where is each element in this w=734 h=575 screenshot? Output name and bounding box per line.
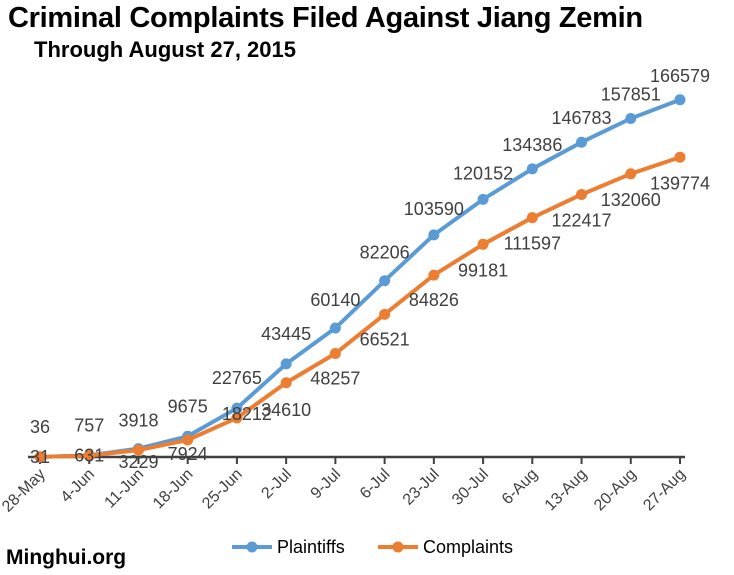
x-tick-label: 13-Aug xyxy=(542,466,591,515)
data-point xyxy=(280,358,292,370)
x-tick-label: 25-Jun xyxy=(199,466,246,513)
data-label: 631 xyxy=(74,446,104,466)
source-label: Minghui.org xyxy=(6,546,127,569)
data-point xyxy=(428,269,440,281)
data-label: 134386 xyxy=(502,135,562,155)
x-tick-label: 28-May xyxy=(0,466,49,516)
data-label: 3918 xyxy=(118,411,158,431)
legend-label-complaints: Complaints xyxy=(423,537,513,557)
data-point xyxy=(280,377,292,389)
data-label: 757 xyxy=(74,415,104,435)
x-tick-label: 20-Aug xyxy=(591,466,640,515)
data-point xyxy=(526,163,538,175)
data-point xyxy=(576,136,588,148)
data-point xyxy=(231,402,243,414)
x-tick-label: 6-Jul xyxy=(357,466,394,503)
x-tick-label: 6-Aug xyxy=(499,466,541,508)
data-label: 3229 xyxy=(118,452,158,472)
series-line-complaints xyxy=(39,155,681,459)
data-point xyxy=(329,348,341,360)
data-point xyxy=(329,322,341,334)
data-point xyxy=(625,168,637,180)
data-label: 18212 xyxy=(222,404,272,424)
data-label: 84826 xyxy=(409,290,459,310)
chart-title: Criminal Complaints Filed Against Jiang … xyxy=(8,2,643,34)
data-point xyxy=(83,450,95,462)
data-label: 9675 xyxy=(168,396,208,416)
data-point xyxy=(674,151,686,163)
data-label: 43445 xyxy=(261,324,311,344)
data-point xyxy=(231,412,243,424)
data-point xyxy=(477,238,489,250)
x-tick-label: 27-Aug xyxy=(640,466,689,515)
x-tick-label: 30-Jul xyxy=(449,466,492,509)
data-point xyxy=(428,229,440,241)
x-tick-label: 9-Jul xyxy=(308,466,345,503)
data-point xyxy=(477,193,489,205)
x-tick-label: 23-Jul xyxy=(400,466,443,509)
data-label: 120152 xyxy=(453,163,513,183)
data-point xyxy=(379,308,391,320)
data-label: 122417 xyxy=(551,210,611,230)
data-label: 111597 xyxy=(504,234,561,254)
x-tick-label: 18-Jun xyxy=(150,466,197,513)
data-label: 166579 xyxy=(650,66,710,86)
data-label: 22765 xyxy=(212,368,262,388)
data-label: 48257 xyxy=(310,369,360,389)
data-point xyxy=(526,212,538,224)
data-label: 146783 xyxy=(551,108,611,128)
data-label: 157851 xyxy=(601,84,661,104)
data-label: 31 xyxy=(30,447,50,467)
data-label: 82206 xyxy=(360,243,410,263)
legend-marker xyxy=(246,541,258,553)
data-label: 139774 xyxy=(650,173,710,193)
data-label: 103590 xyxy=(404,199,464,219)
data-label: 7924 xyxy=(168,444,208,464)
chart-subtitle: Through August 27, 2015 xyxy=(34,37,297,62)
data-point xyxy=(34,451,46,463)
data-point xyxy=(576,188,588,200)
data-label: 66521 xyxy=(360,329,410,349)
legend-marker xyxy=(392,541,404,553)
data-point xyxy=(182,434,194,446)
x-tick-label: 11-Jun xyxy=(102,466,148,512)
data-label: 60140 xyxy=(310,290,360,310)
data-point xyxy=(625,112,637,124)
data-label: 132060 xyxy=(601,190,661,210)
data-label: 36 xyxy=(30,417,50,437)
legend-label-plaintiffs: Plaintiffs xyxy=(277,537,345,557)
data-point xyxy=(379,275,391,287)
data-label: 34610 xyxy=(261,400,311,420)
series-line-plaintiffs xyxy=(39,97,681,459)
data-point xyxy=(132,444,144,456)
data-label: 99181 xyxy=(458,260,508,280)
x-tick-label: 4-Jun xyxy=(58,466,98,506)
x-tick-label: 2-Jul xyxy=(258,466,295,503)
data-point xyxy=(674,94,686,106)
